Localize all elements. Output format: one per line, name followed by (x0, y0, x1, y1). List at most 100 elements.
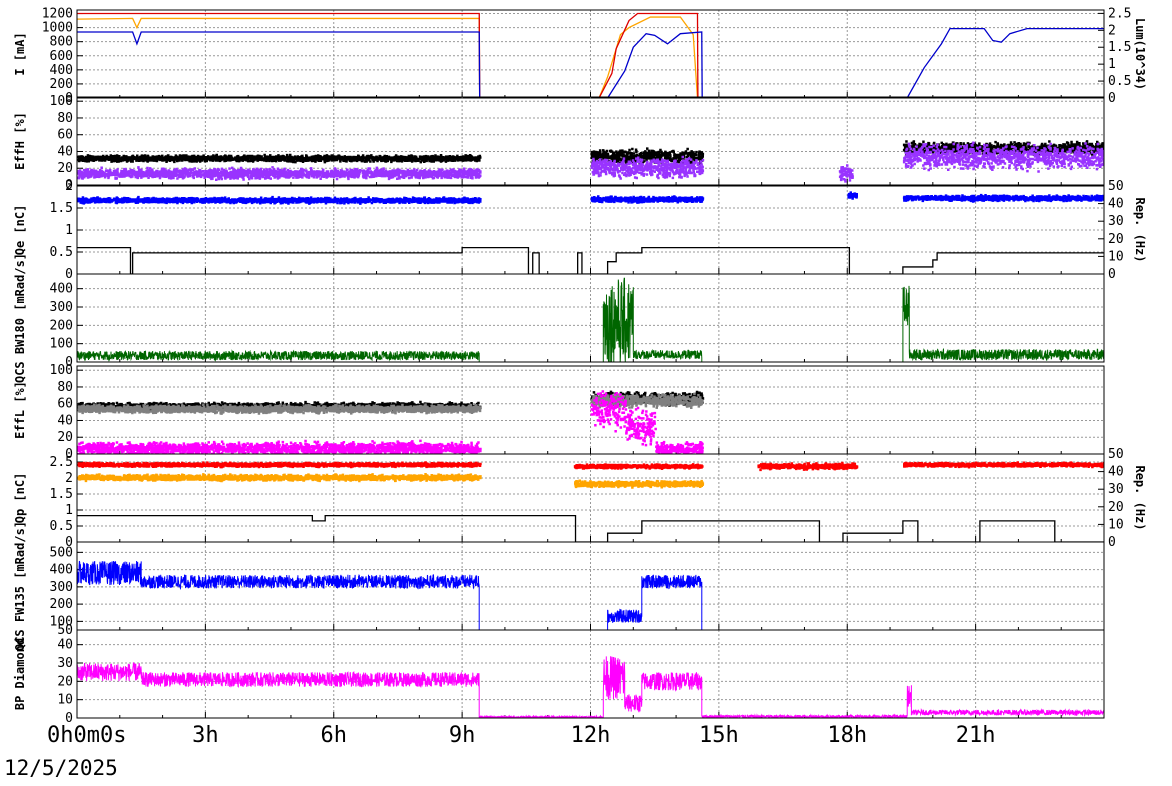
y-tick-label: 60 (57, 128, 73, 143)
y-tick-label: 800 (50, 35, 73, 50)
panel-4: 0 100 200 300 400 QCS BW180 [mRad/s] (13, 253, 1105, 383)
time-tick-label: 0h0m0s (47, 723, 126, 748)
panel-data (77, 390, 705, 454)
time-tick-label: 9h (449, 723, 476, 748)
y-tick-label: 0 (65, 178, 73, 193)
scatter-points-0 (903, 461, 1104, 469)
panel-data (77, 191, 1104, 274)
y-tick-label: 400 (50, 282, 73, 297)
panel-data (77, 560, 1104, 630)
y-tick-label: 20 (57, 161, 73, 176)
y-tick-label: 0 (65, 91, 73, 106)
y-axis-title: Qe [nC] (13, 205, 27, 256)
time-tick-label: 15h (699, 723, 739, 748)
y2-tick-label: 40 (1108, 465, 1124, 480)
y2-tick-label: 0 (1108, 91, 1116, 106)
y-tick-label: 2 (65, 179, 73, 194)
y-tick-label: 10 (57, 693, 73, 708)
y2-axis-title: Rep. (Hz) (1133, 465, 1147, 530)
y2-tick-label: 40 (1108, 197, 1124, 212)
y-axis-title: EffL [%] (13, 381, 27, 439)
y-tick-label: 1 (65, 223, 73, 238)
y-tick-label: 1200 (42, 7, 73, 22)
time-tick-label: 6h (321, 723, 348, 748)
series-line-0 (77, 277, 1104, 362)
y-tick-label: 0 (65, 267, 73, 282)
y-tick-label: 100 (50, 337, 73, 352)
y-tick-label: 40 (57, 144, 73, 159)
y-tick-label: 200 (50, 597, 73, 612)
series-line-0 (77, 560, 1104, 630)
y2-tick-label: 20 (1108, 232, 1124, 247)
scatter-points-0 (77, 461, 482, 469)
y-tick-label: 200 (50, 318, 73, 333)
y-tick-label: 2 (65, 471, 73, 486)
y2-tick-label: 1.5 (1108, 40, 1131, 55)
scatter-points-1 (77, 473, 482, 483)
panel-frame (76, 96, 1105, 186)
y-tick-label: 60 (57, 397, 73, 412)
y-tick-label: 100 (50, 614, 73, 629)
series-line-1 (77, 246, 1104, 274)
y-tick-label: 400 (50, 63, 73, 78)
y-tick-label: 80 (57, 111, 73, 126)
y-axis-title: BP Diamond (13, 638, 27, 710)
y-axis-title: I [mA] (13, 32, 27, 75)
scatter-points-1 (590, 392, 704, 409)
y-tick-label: 500 (50, 545, 73, 560)
y-tick-label: 1 (65, 503, 73, 518)
y-tick-label: 300 (50, 300, 73, 315)
y-tick-label: 100 (50, 94, 73, 109)
panel-data (77, 12, 1104, 98)
y2-tick-label: 30 (1108, 214, 1124, 229)
y-axis-title: EffH [%] (13, 112, 27, 170)
y-tick-label: 0 (65, 355, 73, 370)
scatter-points-1 (77, 403, 482, 415)
y2-tick-label: 20 (1108, 500, 1124, 515)
panel-data (77, 140, 1104, 183)
scatter-points-2 (590, 390, 628, 433)
panel-8: 0 10 20 30 40 BP Diamond (13, 629, 1105, 726)
y-tick-label: 20 (57, 430, 73, 445)
y2-tick-label: 0.5 (1108, 74, 1131, 89)
y-tick-label: 80 (57, 380, 73, 395)
scatter-points-2 (655, 440, 704, 454)
scatter-points-1 (77, 166, 482, 181)
y2-tick-label: 10 (1108, 517, 1124, 532)
y-tick-label: 2.5 (50, 455, 73, 470)
scatter-points-0 (902, 193, 1104, 203)
scatter-points-0 (590, 195, 705, 204)
y2-tick-label: 50 (1108, 447, 1124, 462)
y2-tick-label: 2.5 (1108, 6, 1131, 21)
scatter-points-1 (902, 141, 1104, 173)
panel-frame (76, 629, 1105, 719)
y-tick-label: 0 (65, 535, 73, 550)
scatter-points-1 (590, 155, 705, 180)
y2-axis-title: Lum(10^34) (1133, 18, 1147, 90)
scatter-points-0 (757, 461, 859, 472)
y-tick-label: 0.5 (50, 519, 73, 534)
y-tick-label: 0 (65, 447, 73, 462)
y-tick-label: 1000 (42, 21, 73, 36)
y-tick-label: 400 (50, 563, 73, 578)
scatter-points-2 (77, 439, 482, 454)
y-tick-label: 300 (50, 580, 73, 595)
y2-tick-label: 50 (1108, 179, 1124, 194)
y-tick-label: 1.5 (50, 201, 73, 216)
time-tick-label: 21h (956, 723, 996, 748)
y-tick-label: 600 (50, 49, 73, 64)
scatter-points-1 (838, 164, 854, 183)
y2-tick-label: 2 (1108, 23, 1116, 38)
series-line-2 (77, 514, 1104, 542)
y-tick-label: 0.5 (50, 245, 73, 260)
y2-tick-label: 0 (1108, 535, 1116, 550)
panel-data (77, 277, 1104, 362)
time-tick-label: 12h (571, 723, 611, 748)
y-axis-title: QCS BW180 [mRad/s] (13, 253, 27, 383)
y2-tick-label: 0 (1108, 267, 1116, 282)
